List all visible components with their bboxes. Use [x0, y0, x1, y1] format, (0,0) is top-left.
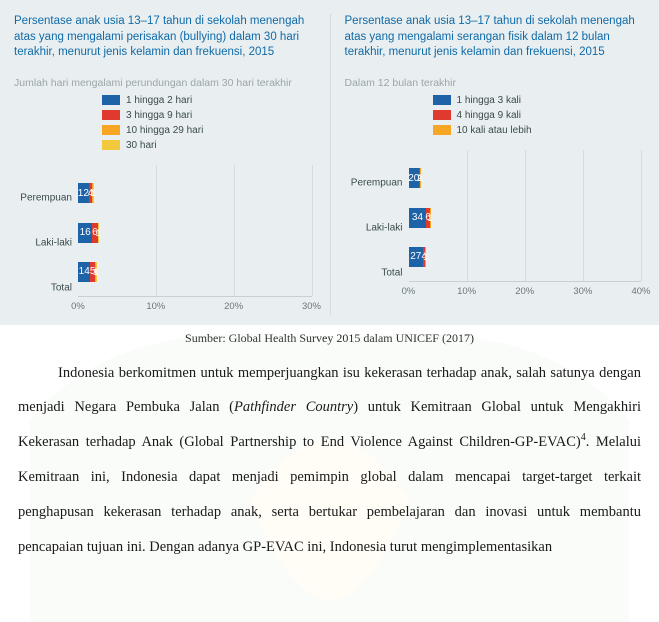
bar-segment: 1	[425, 247, 426, 267]
left-legend: 1 hingga 2 hari 3 hingga 9 hari 10 hingga …	[102, 95, 316, 151]
x-tick-label: 20%	[515, 286, 534, 297]
legend-item: 1 hingga 2 hari	[102, 95, 316, 106]
right-panel-title: Persentase anak usia 13–17 tahun di seko…	[345, 14, 646, 61]
chart-caption: Sumber: Global Health Survey 2015 dalam …	[0, 325, 659, 356]
legend-swatch	[102, 125, 120, 135]
grid-line	[467, 150, 468, 281]
grid-line	[156, 165, 157, 296]
right-plot: Perempuan Laki-laki Total 2021 3461 2741 0% 1…	[345, 150, 646, 300]
bar-row: 12411	[78, 183, 105, 203]
x-tick-label: 20%	[224, 301, 243, 312]
bar-segment: 34	[409, 208, 427, 228]
legend-label: 1 hingga 2 hari	[126, 95, 192, 106]
bar-segment: 1	[430, 208, 431, 228]
bar-row: 14511	[78, 262, 105, 282]
legend-label: 4 hingga 9 kali	[457, 110, 522, 121]
legend-item: 3 hingga 9 hari	[102, 110, 316, 121]
bar-row: 16611	[78, 223, 105, 243]
x-tick-label: 10%	[457, 286, 476, 297]
legend-label: 30 hari	[126, 140, 157, 151]
legend-swatch	[433, 125, 451, 135]
legend-swatch	[433, 95, 451, 105]
chart-area: Persentase anak usia 13–17 tahun di seko…	[0, 0, 659, 325]
grid-line	[234, 165, 235, 296]
legend-swatch	[102, 95, 120, 105]
legend-item: 1 hingga 3 kali	[433, 95, 646, 106]
category-label: Total	[51, 282, 72, 293]
legend-item: 30 hari	[102, 140, 316, 151]
legend-item: 10 kali atau lebih	[433, 125, 646, 136]
category-label: Total	[381, 267, 402, 278]
category-label: Perempuan	[20, 192, 72, 203]
category-label: Laki-laki	[366, 222, 403, 233]
bar-segment: 1	[420, 168, 421, 188]
x-tick-label: 0%	[71, 301, 85, 312]
right-panel-subtitle: Dalam 12 bulan terakhir	[345, 77, 646, 89]
x-tick-label: 30%	[573, 286, 592, 297]
category-label: Laki-laki	[35, 237, 72, 248]
right-legend: 1 hingga 3 kali 4 hingga 9 kali 10 kali at…	[433, 95, 646, 136]
legend-swatch	[102, 110, 120, 120]
legend-item: 10 hingga 29 hari	[102, 125, 316, 136]
x-tick-label: 30%	[302, 301, 321, 312]
grid-line	[641, 150, 642, 281]
x-tick-label: 10%	[146, 301, 165, 312]
left-panel: Persentase anak usia 13–17 tahun di seko…	[0, 14, 330, 315]
right-panel: Persentase anak usia 13–17 tahun di seko…	[330, 14, 659, 315]
left-plot: PerempuanLaki-lakiTotal 124111661114511 …	[14, 165, 316, 315]
bar-segment: 1	[98, 223, 99, 243]
body-paragraph: Indonesia berkomitmen untuk memperjuangk…	[0, 356, 659, 565]
bar-row: 2741	[409, 247, 431, 267]
x-tick-label: 0%	[402, 286, 416, 297]
page-container: Persentase anak usia 13–17 tahun di seko…	[0, 0, 659, 622]
legend-label: 3 hingga 9 hari	[126, 110, 192, 121]
bar-row: 2021	[409, 168, 430, 188]
grid-line	[312, 165, 313, 296]
bar-segment: 14	[78, 262, 90, 282]
left-panel-subtitle: Jumlah hari mengalami perundungan dalam …	[14, 77, 316, 89]
grid-line	[525, 150, 526, 281]
left-panel-title: Persentase anak usia 13–17 tahun di seko…	[14, 14, 316, 61]
legend-label: 10 hingga 29 hari	[126, 125, 203, 136]
legend-label: 10 kali atau lebih	[457, 125, 532, 136]
bar-segment: 1	[96, 262, 97, 282]
legend-swatch	[102, 140, 120, 150]
x-tick-label: 40%	[631, 286, 650, 297]
legend-swatch	[433, 110, 451, 120]
bar-segment: 1	[93, 183, 94, 203]
bar-row: 3461	[409, 208, 431, 228]
bar-segment: 16	[78, 223, 92, 243]
category-label: Perempuan	[351, 177, 403, 188]
grid-line	[583, 150, 584, 281]
legend-item: 4 hingga 9 kali	[433, 110, 646, 121]
legend-label: 1 hingga 3 kali	[457, 95, 522, 106]
